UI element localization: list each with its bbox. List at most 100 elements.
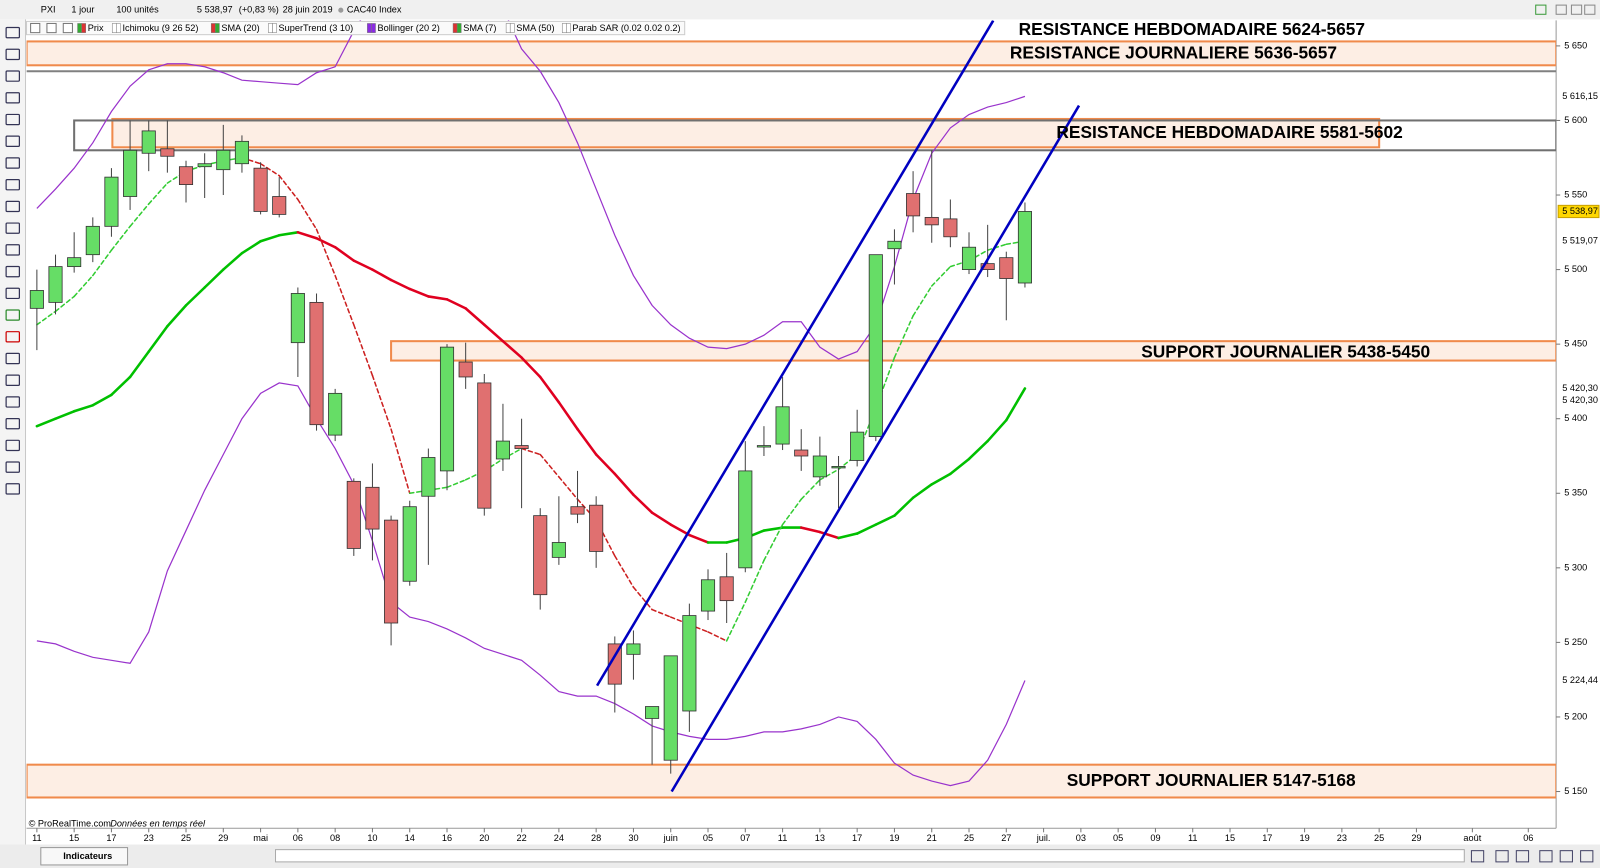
indicator-line-segment (818, 530, 840, 540)
zone (26, 763, 1557, 799)
indicator-line-segment (390, 428, 411, 495)
indicator-name[interactable]: SMA (7) (463, 23, 496, 33)
indicator-name[interactable]: SuperTrend (3 10) (279, 23, 354, 33)
toolbar-units[interactable]: 100 unités (116, 5, 159, 15)
scrollbar[interactable] (275, 849, 1465, 863)
x-tick-label: 06 (293, 833, 303, 843)
candle-body (719, 576, 734, 602)
toolbar-name[interactable]: CAC40 Index (347, 5, 402, 15)
bottom-tool[interactable] (1539, 850, 1553, 863)
window-button[interactable] (1535, 4, 1547, 15)
indicator-line-segment (222, 251, 244, 271)
indicator-swatch[interactable] (456, 23, 462, 33)
indicator-swatch[interactable] (116, 23, 121, 33)
indicator-swatch[interactable] (210, 23, 216, 33)
indicator-swatch[interactable] (268, 23, 273, 33)
indicator-name[interactable]: Bollinger (20 2) (378, 23, 440, 33)
indicator-line-segment (874, 514, 896, 526)
drawing-tool[interactable] (5, 92, 20, 104)
drawing-tool[interactable] (5, 352, 20, 365)
indicator-swatch[interactable] (77, 23, 82, 33)
drawing-tool[interactable] (5, 417, 20, 430)
indicator-swatch[interactable] (509, 23, 515, 33)
x-tick-label: 10 (367, 833, 377, 843)
x-tick-label: 11 (778, 833, 788, 843)
x-tick-label: juil. (1036, 833, 1051, 843)
candle-body (29, 290, 44, 309)
toolbar-change[interactable]: (+0,83 %) (239, 5, 279, 15)
x-tick-label: 25 (1374, 833, 1384, 843)
indicator-line-segment (614, 555, 635, 588)
indicator-line-segment (36, 310, 57, 326)
drawing-tool[interactable] (5, 222, 20, 234)
drawing-tool[interactable] (5, 461, 20, 473)
window-button[interactable] (1555, 4, 1567, 15)
indicator-line-segment (352, 259, 374, 271)
drawing-tool[interactable] (5, 374, 20, 386)
x-tick-label: 07 (740, 833, 750, 843)
indicator-swatch[interactable] (561, 23, 567, 33)
toolbar-date[interactable]: 28 juin 2019 (283, 5, 333, 15)
indicator-line-segment (557, 401, 579, 431)
indicator-swatch[interactable] (452, 23, 458, 33)
x-tick-label: 25 (181, 833, 191, 843)
bottom-tool[interactable] (1559, 850, 1573, 863)
bottom-tool[interactable] (1470, 850, 1485, 863)
drawing-tool[interactable] (5, 200, 20, 213)
drawing-tool[interactable] (5, 483, 20, 495)
indicator-name[interactable]: Prix (88, 23, 104, 33)
x-tick-label: 28 (591, 833, 601, 843)
drawing-tool[interactable] (5, 331, 20, 343)
candle-body (141, 130, 156, 154)
indicator-swatch[interactable] (371, 23, 376, 33)
drawing-tool[interactable] (5, 396, 20, 408)
drawing-tool[interactable] (5, 309, 20, 321)
drawing-tool[interactable] (5, 157, 20, 169)
indicators-button[interactable] (40, 847, 129, 866)
drawing-tool[interactable] (5, 244, 20, 256)
drawing-tool[interactable] (5, 113, 20, 126)
indicator-line-segment (483, 323, 505, 343)
indicator-line-segment (539, 453, 560, 478)
indicator-name[interactable]: Ichimoku (9 26 52) (122, 23, 198, 33)
indicator-line-segment (166, 304, 188, 328)
indicator-swatch[interactable] (566, 23, 571, 33)
bottom-tool[interactable] (1580, 850, 1594, 863)
window-button[interactable] (1584, 4, 1596, 15)
drawing-tool[interactable] (5, 265, 20, 278)
indicator-swatch[interactable] (81, 23, 86, 33)
drawing-tool[interactable] (5, 48, 20, 61)
indicator-swatch[interactable] (111, 23, 117, 33)
toolbar-price[interactable]: 5 538,97 (197, 5, 233, 15)
drawing-tool[interactable] (5, 70, 20, 82)
bottom-tool[interactable] (1495, 850, 1509, 863)
drawing-tool[interactable] (5, 439, 20, 452)
x-tick-label: 19 (889, 833, 899, 843)
indicator-line-segment (427, 295, 449, 301)
indicator-swatch[interactable] (272, 23, 277, 33)
window-button[interactable] (1570, 4, 1583, 15)
price-label: 5 224,44 (1562, 675, 1598, 685)
indicator-line-segment (92, 249, 113, 277)
indicator-line-segment (688, 533, 710, 544)
indicator-name[interactable]: Parab SAR (0.02 0.02 0.2) (572, 23, 680, 33)
indicators-label[interactable]: Indicateurs (63, 851, 112, 861)
indicator-tool[interactable] (30, 22, 41, 34)
x-tick-label: 08 (330, 833, 340, 843)
drawing-tool[interactable] (5, 179, 20, 191)
toolbar-period[interactable]: 1 jour (71, 5, 94, 15)
drawing-tool[interactable] (5, 135, 20, 147)
indicator-tool[interactable] (62, 22, 73, 34)
drawing-tool[interactable] (5, 287, 20, 300)
indicator-line-segment (669, 523, 691, 537)
indicator-swatch[interactable] (367, 23, 372, 33)
indicator-swatch[interactable] (505, 23, 511, 33)
indicator-name[interactable]: SMA (20) (221, 23, 259, 33)
bottom-tool[interactable] (1515, 850, 1530, 863)
toolbar-symbol[interactable]: PXI (41, 5, 56, 15)
indicator-name[interactable]: SMA (50) (516, 23, 554, 33)
drawing-tool[interactable] (5, 26, 20, 39)
indicator-swatch[interactable] (215, 23, 220, 33)
indicator-tool[interactable] (46, 22, 57, 34)
